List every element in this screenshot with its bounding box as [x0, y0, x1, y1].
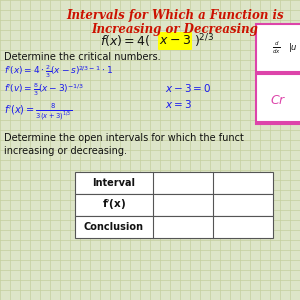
Text: Intervals for Which a Function is: Intervals for Which a Function is [66, 10, 284, 22]
Text: $f'(v) = \frac{8}{3}(x-3)^{-1/3}$: $f'(v) = \frac{8}{3}(x-3)^{-1/3}$ [4, 82, 85, 98]
Text: $x=3$: $x=3$ [165, 98, 192, 110]
Text: $Cr$: $Cr$ [270, 94, 286, 106]
Bar [75, 194, 273, 216]
Bar [256, 74, 300, 124]
FancyBboxPatch shape [158, 32, 192, 50]
Text: Determine the open intervals for which the funct: Determine the open intervals for which t… [4, 133, 244, 143]
Bar [75, 216, 273, 238]
Bar [256, 24, 300, 72]
Text: Conclusion: Conclusion [84, 222, 144, 232]
Text: $\mathbf{f'(x)}$: $\mathbf{f'(x)}$ [102, 198, 126, 212]
Text: $\frac{d}{dx}$: $\frac{d}{dx}$ [272, 40, 281, 56]
Text: $x-3$: $x-3$ [159, 34, 191, 47]
Text: Interval: Interval [92, 178, 136, 188]
Bar [75, 172, 273, 194]
Text: $)^{2/3}$: $)^{2/3}$ [194, 32, 214, 50]
Text: $f(x) = 4($: $f(x) = 4($ [100, 34, 151, 49]
Text: $f'(x) = \frac{8}{3(x+3)^{1/3}}$: $f'(x) = \frac{8}{3(x+3)^{1/3}}$ [4, 101, 72, 122]
Text: Increasing or Decreasing: Increasing or Decreasing [92, 22, 258, 35]
Text: $|u$: $|u$ [288, 41, 298, 55]
Text: increasing or decreasing.: increasing or decreasing. [4, 146, 127, 156]
Text: $f'(x) = 4\cdot\frac{2}{3}(x-s)^{2\!/3-1}\cdot 1$: $f'(x) = 4\cdot\frac{2}{3}(x-s)^{2\!/3-1… [4, 64, 113, 80]
Text: $x-3=0$: $x-3=0$ [165, 82, 211, 94]
Text: Determine the critical numbers.: Determine the critical numbers. [4, 52, 160, 62]
